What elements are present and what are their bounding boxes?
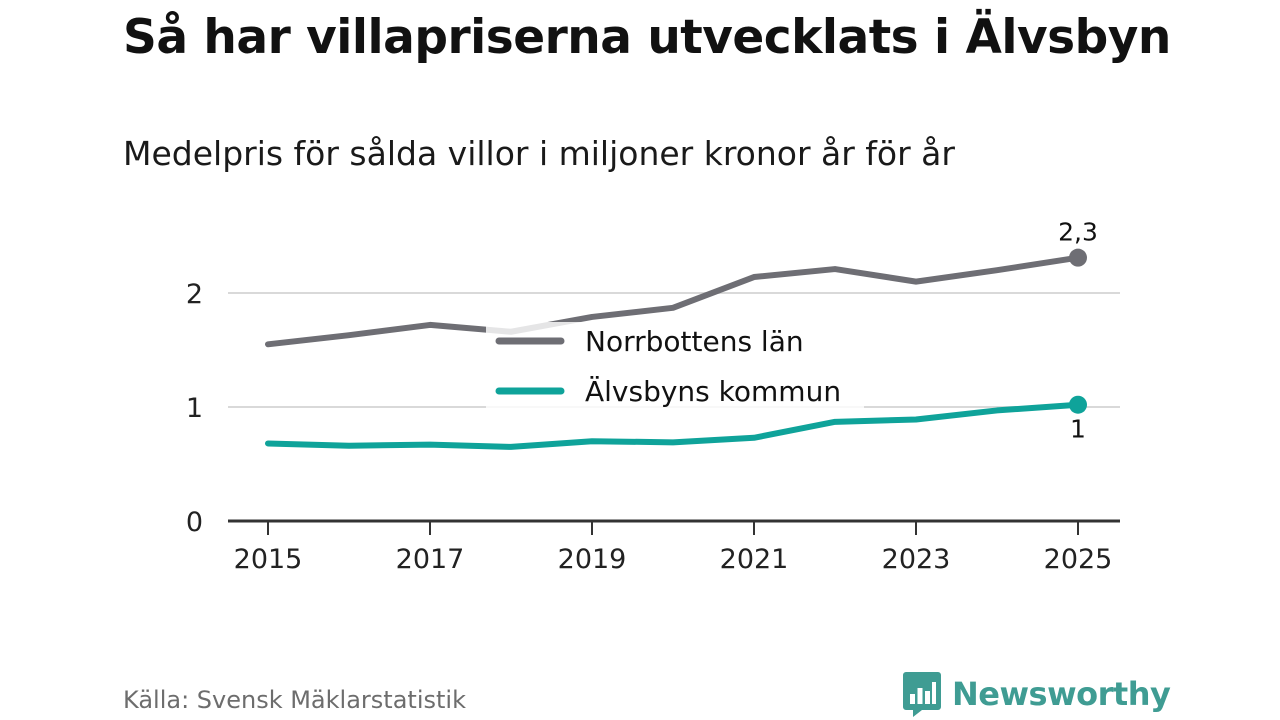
- legend-label: Älvsbyns kommun: [585, 375, 841, 408]
- brand-logo: Newsworthy: [902, 670, 1171, 718]
- y-tick-label: 1: [186, 393, 203, 424]
- x-tick-label: 2019: [558, 544, 627, 575]
- legend-label: Norrbottens län: [585, 325, 804, 358]
- series-line-norrbotten: [265, 254, 1081, 348]
- series-endpoint: [1069, 248, 1087, 267]
- x-tick-label: 2015: [234, 544, 303, 575]
- x-tick-label: 2021: [720, 544, 789, 575]
- y-tick-label: 2: [186, 279, 203, 310]
- end-value-label: 1: [1070, 415, 1086, 444]
- source-note: Källa: Svensk Mäklarstatistik: [123, 686, 466, 714]
- end-value-label: 2,3: [1058, 218, 1098, 247]
- series-line-alvsbyn: [265, 401, 1081, 450]
- y-tick-label: 0: [186, 507, 203, 538]
- x-tick-label: 2023: [882, 544, 951, 575]
- brand-name: Newsworthy: [952, 675, 1171, 713]
- newsworthy-logo-icon: [903, 672, 941, 717]
- x-tick-label: 2025: [1044, 544, 1113, 575]
- x-tick-label: 2017: [396, 544, 465, 575]
- series-endpoint: [1069, 395, 1087, 414]
- chart-subtitle: Medelpris för sålda villor i miljoner kr…: [123, 134, 955, 173]
- chart-title: Så har villapriserna utvecklats i Älvsby…: [123, 10, 1171, 65]
